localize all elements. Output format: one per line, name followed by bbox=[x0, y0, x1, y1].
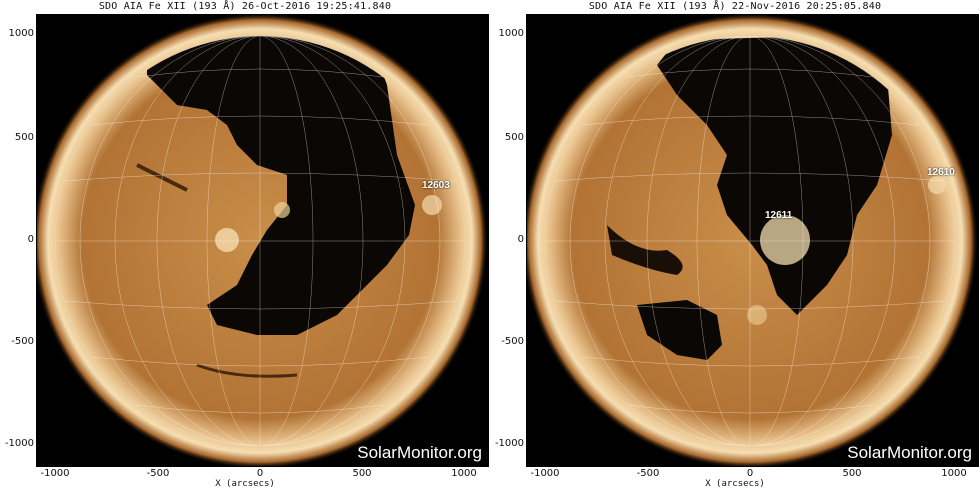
x-tick-label: 1000 bbox=[451, 468, 477, 479]
solar-image: 12611 12610 SolarMonitor.org bbox=[526, 14, 979, 467]
x-tick-label: -1000 bbox=[40, 468, 70, 479]
watermark: SolarMonitor.org bbox=[847, 443, 972, 462]
panel-title: SDO AIA Fe XII (193 Å) 22-Nov-2016 20:25… bbox=[588, 1, 882, 12]
x-axis-label: X (arcsecs) bbox=[215, 479, 275, 489]
sun-disk-image bbox=[37, 15, 488, 466]
x-tick-label: -500 bbox=[636, 468, 660, 479]
watermark: SolarMonitor.org bbox=[357, 443, 482, 462]
panel-title: SDO AIA Fe XII (193 Å) 26-Oct-2016 19:25… bbox=[98, 1, 392, 12]
solar-panel-right: SDO AIA Fe XII (193 Å) 22-Nov-2016 20:25… bbox=[490, 0, 980, 490]
x-tick-label: 500 bbox=[842, 468, 862, 479]
active-region-label: 12611 bbox=[765, 210, 793, 221]
y-tick-label: 500 bbox=[504, 132, 524, 143]
y-tick-label: -500 bbox=[501, 336, 524, 347]
x-tick-label: 0 bbox=[256, 468, 264, 479]
y-tick-label: -500 bbox=[11, 336, 34, 347]
y-tick-label: 0 bbox=[27, 234, 34, 245]
solar-image: 12603 SolarMonitor.org bbox=[36, 14, 489, 467]
x-axis-label: X (arcsecs) bbox=[705, 479, 765, 489]
active-region-label: 12603 bbox=[422, 180, 450, 191]
x-tick-label: -500 bbox=[146, 468, 170, 479]
solar-panel-left: SDO AIA Fe XII (193 Å) 26-Oct-2016 19:25… bbox=[4, 1, 489, 489]
y-tick-label: 0 bbox=[517, 234, 524, 245]
x-tick-label: 0 bbox=[746, 468, 754, 479]
y-tick-label: -1000 bbox=[4, 438, 34, 449]
x-tick-label: 1000 bbox=[941, 468, 967, 479]
active-region-label: 12610 bbox=[927, 167, 955, 178]
y-tick-label: 1000 bbox=[498, 28, 524, 39]
x-tick-label: 500 bbox=[352, 468, 372, 479]
sun-disk-image bbox=[527, 15, 978, 466]
y-tick-label: 500 bbox=[14, 132, 34, 143]
x-tick-label: -1000 bbox=[530, 468, 560, 479]
y-tick-label: 1000 bbox=[8, 28, 34, 39]
y-tick-label: -1000 bbox=[494, 438, 524, 449]
